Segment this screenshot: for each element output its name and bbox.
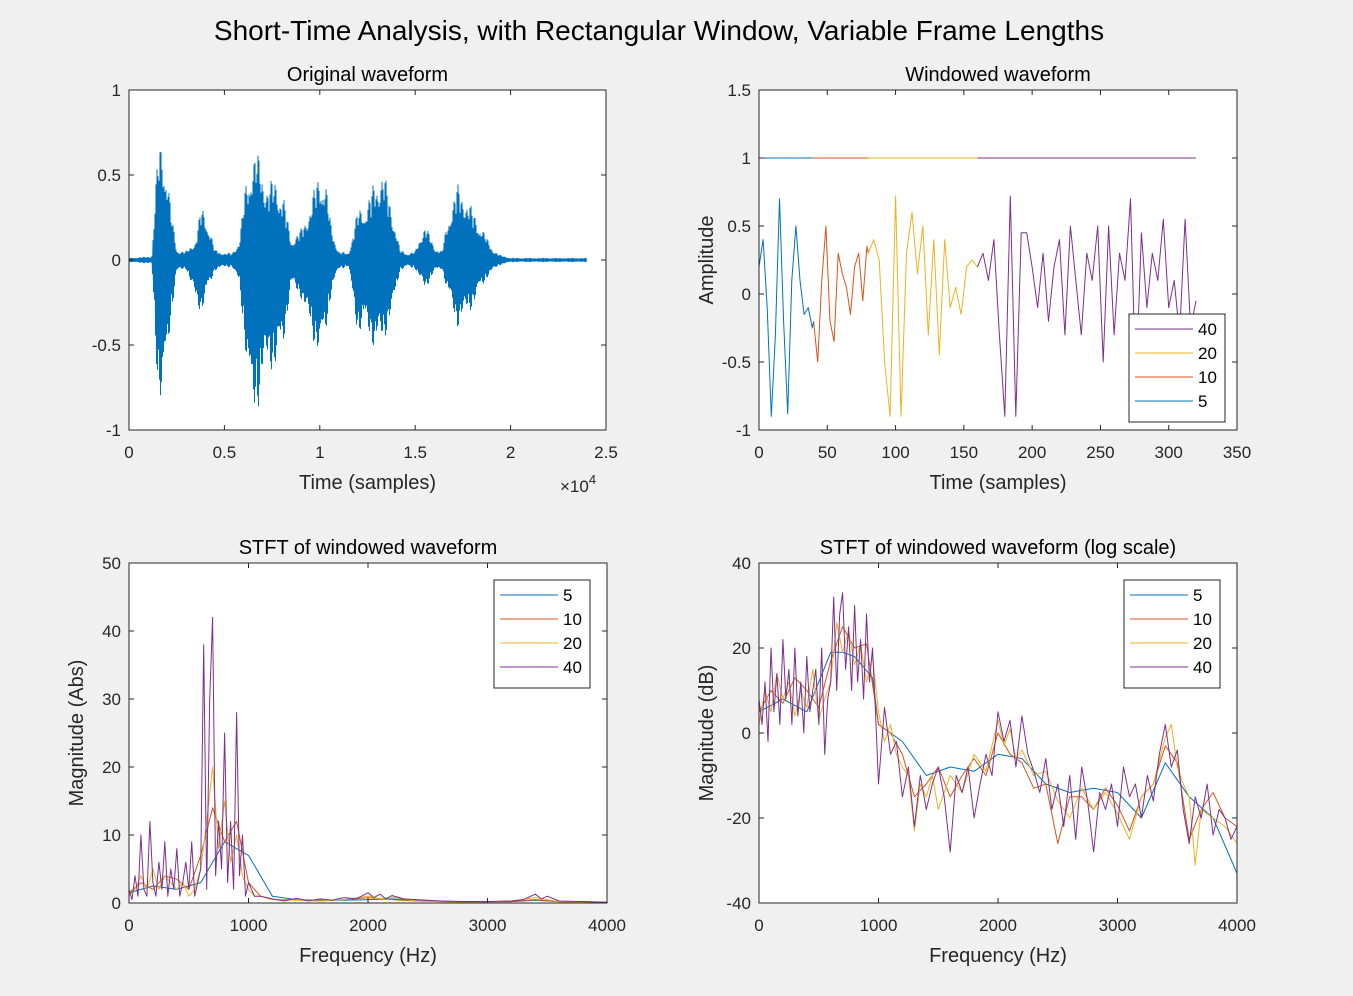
y-tick-label: 0: [742, 724, 751, 743]
x-axis-label: Time (samples): [299, 472, 436, 494]
y-tick-label: -0.5: [722, 353, 751, 372]
x-tick-label: 1000: [860, 916, 898, 935]
legend-label-20: 20: [563, 634, 582, 653]
legend-label-20: 20: [1193, 634, 1212, 653]
y-tick-label: -0.5: [92, 336, 121, 355]
y-tick-label: 0: [112, 894, 121, 913]
plot-content: [129, 616, 607, 903]
figure-title: Short-Time Analysis, with Rectangular Wi…: [214, 15, 1104, 46]
legend-label-40: 40: [563, 658, 582, 677]
axes-title: Original waveform: [287, 64, 448, 86]
y-tick-label: 0.5: [727, 217, 751, 236]
legend-label-40: 40: [1198, 320, 1217, 339]
plot-content: [129, 151, 587, 407]
y-tick-label: 1: [742, 149, 751, 168]
x-exponent-power: 4: [589, 472, 596, 487]
x-tick-label: 200: [1018, 443, 1046, 462]
legend: 5 10 20 40: [493, 579, 591, 689]
x-tick-label: 250: [1086, 443, 1114, 462]
plot-content: [759, 592, 1237, 874]
x-tick-label: 4000: [588, 916, 626, 935]
axes-title: STFT of windowed waveform (log scale): [820, 537, 1176, 559]
y-tick-label: -1: [106, 421, 121, 440]
x-tick-label: 50: [818, 443, 837, 462]
plot-content: [759, 157, 1197, 417]
x-axis-label: Time (samples): [929, 472, 1066, 494]
legend-label-10: 10: [1193, 610, 1212, 629]
y-tick-label: 0: [742, 285, 751, 304]
axes-title: STFT of windowed waveform: [239, 537, 498, 559]
series-line-5: [759, 198, 815, 417]
y-tick-label: 20: [102, 758, 121, 777]
x-axis-label: Frequency (Hz): [299, 945, 437, 967]
y-axis-label: Magnitude (Abs): [66, 660, 88, 807]
x-tick-label: 0: [754, 916, 763, 935]
x-tick-label: 1000: [230, 916, 268, 935]
x-tick-label: 3000: [469, 916, 507, 935]
y-tick-label: -20: [726, 809, 751, 828]
axes-original-waveform: 0 0.5 1 1.5 2 2.5 -1 -0.5 0 0.5 1 Original waveform…: [92, 64, 618, 496]
x-tick-label: 1: [315, 443, 324, 462]
y-tick-label: 30: [102, 690, 121, 709]
series-line-40: [759, 592, 1237, 853]
x-tick-label: 150: [950, 443, 978, 462]
legend-box: [493, 579, 591, 689]
axes-title: Windowed waveform: [905, 64, 1091, 86]
legend-label-20: 20: [1198, 344, 1217, 363]
y-tick-label: 1: [112, 81, 121, 100]
y-axis-label: Amplitude: [696, 216, 718, 305]
series-line-10: [813, 225, 869, 363]
axes-stft-log: 0 1000 2000 3000 4000 -40 -20 0 20 40 STFT of wind…: [696, 537, 1256, 967]
legend-label-5: 5: [1193, 586, 1202, 605]
series-line-40: [977, 195, 1197, 417]
legend-label-5: 5: [1198, 392, 1207, 411]
x-tick-label: 3000: [1099, 916, 1137, 935]
y-tick-label: 20: [732, 639, 751, 658]
legend-box: [1123, 579, 1221, 689]
y-tick-label: -40: [726, 894, 751, 913]
legend-label-10: 10: [563, 610, 582, 629]
x-tick-label: 0: [124, 916, 133, 935]
x-exponent-label: ×104: [560, 472, 596, 496]
series-line-40: [129, 616, 607, 903]
legend: 5 10 20 40: [1123, 579, 1221, 689]
y-axis-label: Magnitude (dB): [696, 665, 718, 802]
legend-label-5: 5: [563, 586, 572, 605]
x-axis-label: Frequency (Hz): [929, 945, 1067, 967]
x-tick-label: 2000: [979, 916, 1017, 935]
x-tick-label: 1.5: [403, 443, 427, 462]
x-tick-label: 2.5: [594, 443, 618, 462]
x-tick-label: 300: [1155, 443, 1183, 462]
legend-label-40: 40: [1193, 658, 1212, 677]
waveform-line: [129, 151, 587, 407]
legend-label-10: 10: [1198, 368, 1217, 387]
y-tick-label: 40: [732, 554, 751, 573]
x-tick-label: 350: [1223, 443, 1251, 462]
legend-box: [1128, 313, 1226, 423]
axes-stft: 0 1000 2000 3000 4000 0 10 20 30 40 50 STFT of wind…: [66, 537, 626, 967]
x-tick-label: 0: [754, 443, 763, 462]
legend: 40 20 10 5: [1128, 313, 1226, 423]
x-tick-label: 2: [506, 443, 515, 462]
x-tick-label: 4000: [1218, 916, 1256, 935]
x-tick-label: 0.5: [213, 443, 237, 462]
y-tick-label: 1.5: [727, 81, 751, 100]
y-tick-label: 10: [102, 826, 121, 845]
y-tick-label: 0.5: [97, 166, 121, 185]
x-tick-label: 2000: [349, 916, 387, 935]
y-tick-label: 50: [102, 554, 121, 573]
x-tick-label: 100: [881, 443, 909, 462]
series-line-20: [867, 195, 978, 417]
axes-box: [758, 89, 1238, 431]
y-tick-label: -1: [736, 421, 751, 440]
axes-windowed-waveform: 0 50 100 150 200 250 300 350 -1 -0.5 0 0.5 1 1.5 Windo…: [696, 64, 1251, 494]
x-tick-label: 0: [124, 443, 133, 462]
y-tick-label: 40: [102, 622, 121, 641]
y-tick-label: 0: [112, 251, 121, 270]
